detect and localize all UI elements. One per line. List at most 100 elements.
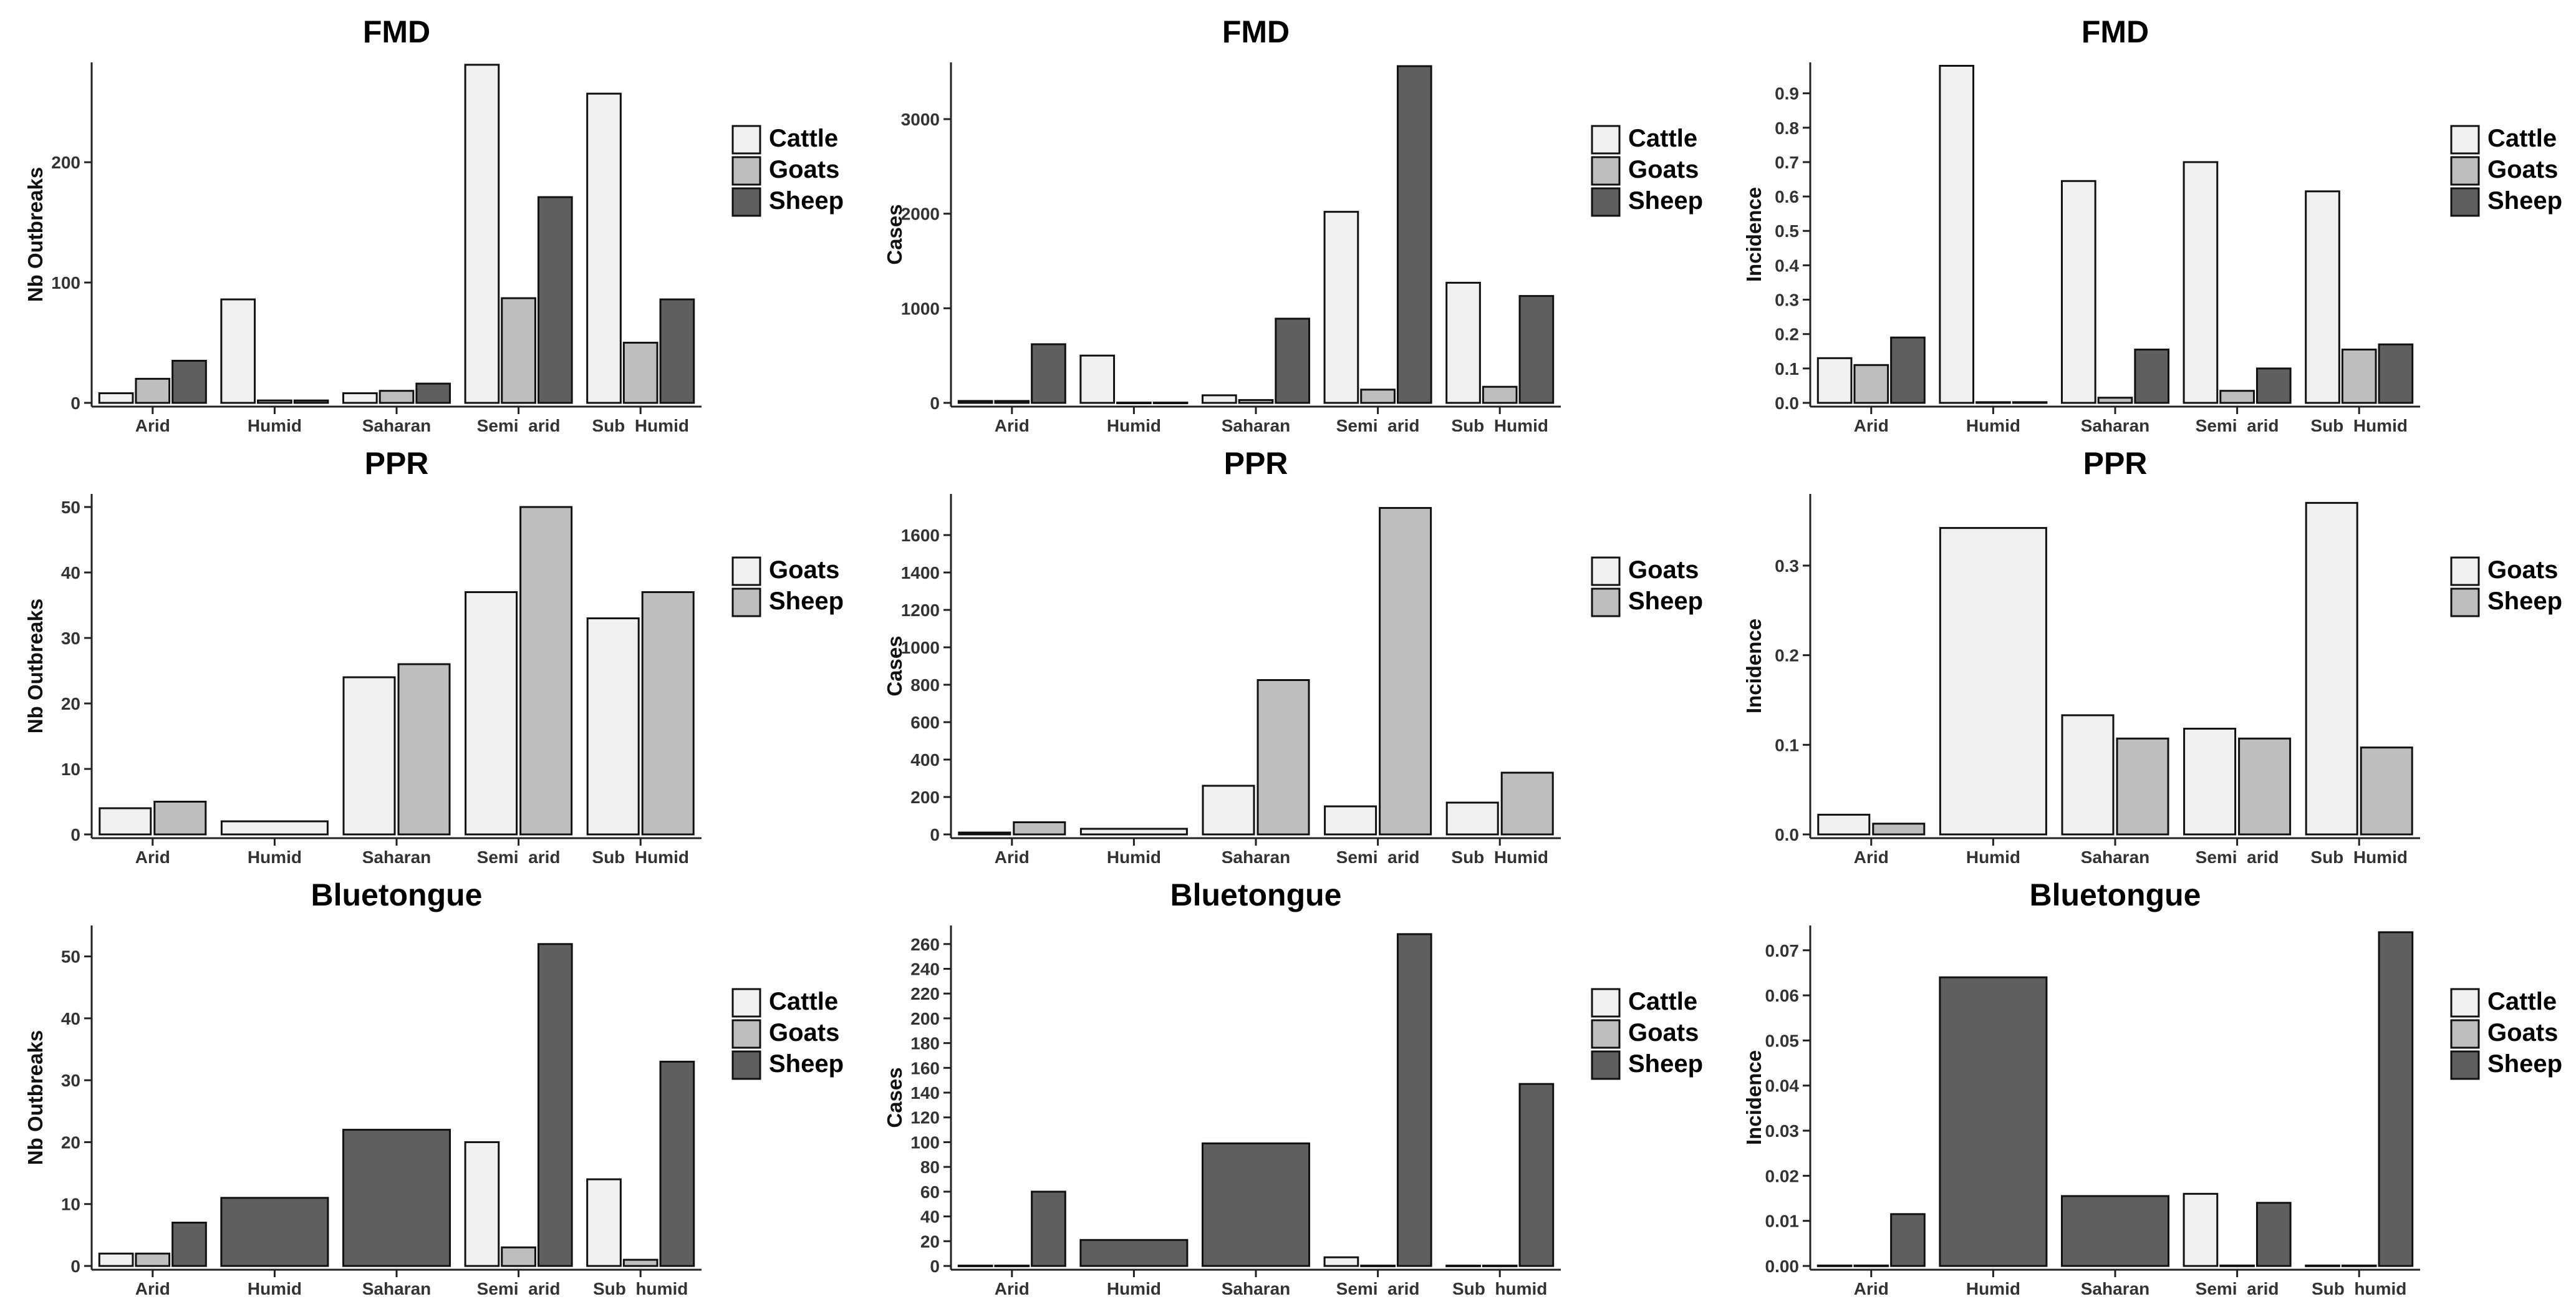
bar-sheep-humid	[1939, 976, 2048, 1267]
y-tick-label: 200	[910, 788, 940, 807]
x-tick-label-sub-humid: Sub_Humid	[1451, 416, 1548, 432]
y-tick-label: 240	[910, 959, 940, 978]
y-tick-label: 100	[910, 1133, 940, 1152]
y-tick-label: 0.3	[1775, 291, 1799, 310]
y-tick-label: 140	[910, 1083, 940, 1103]
bar-sheep-saharan	[2060, 1195, 2170, 1267]
x-tick-label-sub-humid: Sub_humid	[1452, 1279, 1547, 1295]
x-tick-label-saharan: Saharan	[362, 848, 432, 863]
y-tick-label: 0.1	[1775, 735, 1799, 755]
legend-label-goats: Goats	[1628, 1019, 1699, 1046]
chart-panel-8: Bluetongue Incidence 0.00 0.01 0.02 0.03 0.04 0…	[1742, 877, 2562, 1295]
y-tick-label: 30	[61, 629, 80, 648]
bar-goats-saharan	[1202, 785, 1255, 836]
bar-cattle-sub-humid	[1445, 1264, 1481, 1267]
legend-swatch-sheep	[1591, 1050, 1621, 1080]
legend-swatch-sheep	[731, 587, 761, 617]
bar-sheep-semi-arid	[537, 943, 573, 1267]
bar-sheep-semi-arid	[519, 506, 573, 836]
x-tick-label-semi-arid: Semi_arid	[477, 1279, 561, 1295]
legend-swatch-sheep	[2450, 587, 2480, 617]
bar-sheep-saharan	[2116, 737, 2169, 836]
y-tick-label: 20	[61, 694, 80, 713]
y-tick-label: 0.03	[1765, 1121, 1800, 1141]
legend-label-goats: Goats	[2487, 556, 2558, 584]
x-tick-label-semi-arid: Semi_arid	[1336, 416, 1420, 432]
legend-label-goats: Goats	[769, 1019, 839, 1046]
bar-sheep-arid	[1031, 343, 1066, 404]
bar-goats-sub-humid	[1482, 385, 1518, 404]
bar-goats-semi-arid	[465, 591, 518, 836]
x-tick-label-saharan: Saharan	[1222, 848, 1291, 863]
y-tick-label: 40	[920, 1207, 940, 1227]
y-tick-label: 600	[910, 713, 940, 732]
y-tick-label: 0	[930, 394, 940, 413]
legend-swatch-sheep	[1591, 587, 1621, 617]
bar-goats-humid	[1079, 828, 1188, 836]
legend-label-goats: Goats	[2487, 156, 2558, 183]
y-tick-label: 1600	[901, 526, 940, 545]
chart-panel-2: FMD Incidence 0.0 0.1 0.2 0.3 0.4 0.5 0.6 0.7 0.8 0…	[1742, 14, 2562, 432]
legend-label-sheep: Sheep	[769, 587, 844, 615]
bar-goats-arid	[135, 377, 171, 404]
y-tick-label: 0.01	[1765, 1212, 1800, 1231]
bar-goats-humid	[257, 399, 292, 404]
bar-goats-arid	[135, 1252, 171, 1267]
legend-swatch-goats	[731, 156, 761, 186]
bar-sheep-semi-arid	[537, 196, 573, 404]
bar-goats-semi-arid	[1324, 805, 1377, 836]
x-tick-label-arid: Arid	[995, 1279, 1030, 1295]
chart-title: FMD	[1222, 14, 1290, 49]
y-tick-label: 0.07	[1765, 941, 1800, 960]
y-tick-label: 60	[920, 1182, 940, 1202]
bar-sheep-sub-humid	[2378, 931, 2414, 1267]
bar-goats-saharan	[2061, 714, 2115, 836]
legend-swatch-sheep	[1591, 187, 1621, 217]
y-tick-label: 0.1	[1775, 359, 1799, 379]
y-tick-label: 1200	[901, 601, 940, 620]
y-tick-label: 160	[910, 1058, 940, 1078]
bar-sheep-sub-humid	[659, 1060, 695, 1267]
bar-goats-saharan	[379, 390, 415, 404]
bar-sheep-arid	[1890, 336, 1926, 404]
bar-goats-arid	[1817, 813, 1871, 836]
chart-panel-0: FMD Nb Outbreaks 0 100 200 Arid Humid Saharan Se…	[24, 14, 844, 432]
bar-cattle-arid	[98, 392, 134, 404]
bar-cattle-sub-humid	[2305, 1264, 2340, 1267]
y-tick-label: 0.2	[1775, 646, 1799, 665]
x-tick-label-humid: Humid	[248, 416, 302, 432]
bar-goats-arid	[958, 831, 1011, 836]
y-tick-label: 120	[910, 1108, 940, 1128]
bar-sheep-sub-humid	[641, 591, 695, 836]
x-tick-label-saharan: Saharan	[362, 1279, 432, 1295]
y-tick-label: 0	[930, 825, 940, 844]
bar-sheep-arid	[1013, 821, 1066, 836]
legend-label-sheep: Sheep	[769, 187, 844, 215]
chart-panel-3: PPR Nb Outbreaks 0 10 20 30 40 50 Arid Humid Sahar…	[24, 446, 844, 863]
y-tick-label: 180	[910, 1034, 940, 1053]
legend-label-sheep: Sheep	[1628, 587, 1703, 615]
y-tick-label: 0.2	[1775, 325, 1799, 344]
y-tick-label: 20	[61, 1133, 80, 1152]
legend-label-sheep: Sheep	[2487, 587, 2562, 615]
x-tick-label-semi-arid: Semi_arid	[2196, 848, 2279, 863]
bar-sheep-sub-humid	[1500, 771, 1554, 836]
x-tick-label-humid: Humid	[1966, 1279, 2020, 1295]
bar-goats-humid	[1975, 401, 2011, 404]
legend-label-sheep: Sheep	[1628, 187, 1703, 215]
bar-sheep-arid	[1890, 1213, 1926, 1267]
y-tick-label: 2000	[901, 205, 940, 224]
y-tick-label: 200	[51, 153, 80, 172]
x-tick-label-arid: Arid	[135, 416, 170, 432]
bar-goats-arid	[994, 400, 1030, 404]
bar-goats-semi-arid	[1360, 1264, 1396, 1267]
legend-label-cattle: Cattle	[1628, 125, 1697, 152]
bar-cattle-arid	[98, 1252, 134, 1267]
bar-goats-arid	[994, 1264, 1030, 1267]
legend-label-goats: Goats	[769, 556, 839, 584]
bar-goats-saharan	[1238, 398, 1274, 404]
bar-goats-sub-humid	[622, 1258, 658, 1267]
x-tick-label-sub-humid: Sub_Humid	[592, 416, 689, 432]
bar-goats-arid	[1853, 1264, 1889, 1267]
bar-cattle-arid	[1816, 1264, 1853, 1267]
